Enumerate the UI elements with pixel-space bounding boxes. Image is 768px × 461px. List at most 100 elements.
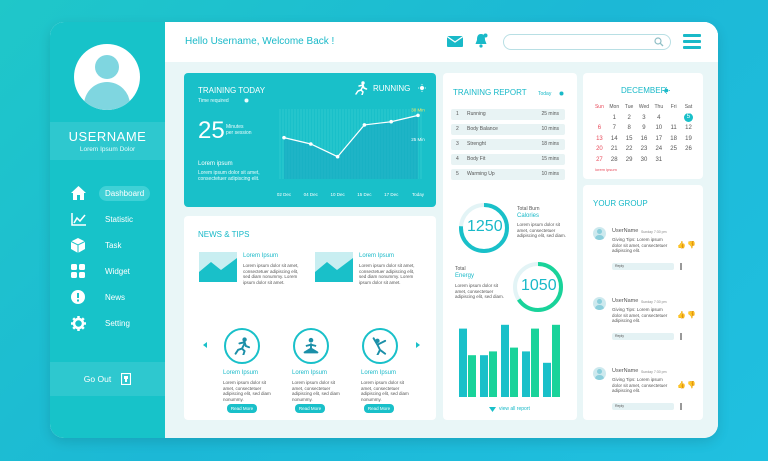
next-arrow-icon[interactable] [413,340,423,350]
like-icon[interactable]: 👍 [677,242,686,249]
news-article-title[interactable]: Lorem Ipsum [359,253,395,259]
report-bar[interactable] [510,347,518,397]
avatar[interactable] [593,367,606,380]
calendar-day[interactable]: 22 [625,146,633,152]
calendar-day[interactable]: 21 [610,146,618,152]
news-image[interactable] [315,252,353,282]
report-bar[interactable] [543,362,551,397]
previous-arrow-icon[interactable] [200,340,210,350]
mail-icon[interactable] [447,36,463,47]
report-period-select[interactable]: Today [538,91,552,97]
calendar-day[interactable]: 28 [610,156,618,163]
read-more-button[interactable]: Read More [227,404,257,413]
read-more-button[interactable]: Read More [364,404,394,413]
chart-point[interactable] [362,123,367,127]
avatar[interactable] [74,44,140,110]
calendar-day[interactable]: 11 [670,125,677,131]
calendar-day[interactable]: 26 [685,146,692,152]
calendar-day[interactable]: 3 [642,114,646,121]
sidebar-item-setting[interactable]: Setting [50,310,165,336]
report-row[interactable]: 4 Body Fit 15 mins [451,154,565,165]
view-all-icon[interactable] [489,406,496,413]
reply-button[interactable]: Reply [612,403,674,410]
report-bar[interactable] [468,355,476,397]
message-username[interactable]: UserName [612,368,639,374]
news-image[interactable] [199,252,237,282]
report-bar[interactable] [501,324,509,397]
hamburger-menu-icon[interactable] [683,34,701,50]
tip-icon-circle[interactable] [224,328,260,364]
calendar-day[interactable]: 18 [670,135,677,142]
tip-title: Lorem Ipsum [361,370,397,376]
chart-point[interactable] [389,119,393,124]
calendar-day[interactable]: 8 [627,125,631,131]
calendar-day[interactable]: 16 [640,135,648,142]
calendar-day[interactable]: 12 [685,125,692,131]
sidebar-item-dashboard[interactable]: Dashboard [50,180,165,206]
report-bar[interactable] [489,351,497,397]
reply-button[interactable]: Reply [612,263,674,270]
dislike-icon[interactable]: 👎 [687,242,696,249]
chart-point[interactable] [335,154,340,159]
view-all-report-link[interactable]: view all report [499,406,530,412]
chart-point[interactable] [416,113,420,118]
report-row[interactable]: 1 Running 25 mins [451,109,565,120]
report-bar[interactable] [552,324,560,397]
report-bar[interactable] [531,328,539,397]
calendar-day[interactable]: 31 [655,156,663,163]
calendar-day[interactable]: 1 [612,114,616,121]
activity-indicator[interactable]: RUNNING [354,81,427,95]
chart-point[interactable] [309,142,313,146]
search-icon[interactable] [654,37,664,47]
chevron-down-icon[interactable] [559,91,564,96]
calendar-day[interactable]: 14 [610,135,618,142]
calendar-month[interactable]: DECEMBER [621,86,667,95]
calendar-day[interactable]: 24 [655,146,663,152]
reply-button[interactable]: Reply [612,333,674,340]
calendar-weekday: Fri [670,104,677,110]
calendar-day[interactable]: 20 [596,146,603,152]
calendar-day[interactable]: 7 [612,125,616,131]
calendar-day[interactable]: 29 [625,156,633,163]
calendar-day[interactable]: 2 [627,114,631,121]
bell-icon[interactable] [474,33,488,48]
calendar-day[interactable]: 4 [657,114,661,121]
read-more-button[interactable]: Read More [295,404,325,413]
avatar[interactable] [593,297,606,310]
dislike-icon[interactable]: 👎 [687,382,696,389]
sidebar-item-statistic[interactable]: Statistic [50,206,165,232]
calendar-day[interactable]: 6 [597,125,602,131]
chart-point[interactable] [282,135,286,140]
search-input[interactable] [503,34,671,50]
sidebar-item-task[interactable]: Task [50,232,165,258]
dislike-icon[interactable]: 👎 [687,312,696,319]
calendar-day[interactable]: 17 [655,135,663,142]
calendar-day[interactable]: 5 [683,113,693,123]
message-username[interactable]: UserName [612,228,639,234]
tip-icon-circle[interactable] [362,328,398,364]
tip-icon-circle[interactable] [293,328,329,364]
sidebar-item-news[interactable]: News [50,284,165,310]
like-icon[interactable]: 👍 [677,312,686,319]
report-row[interactable]: 5 Warming Up 10 mins [451,169,565,180]
report-bar[interactable] [522,351,530,397]
calendar-day[interactable]: 15 [625,135,633,142]
avatar[interactable] [593,227,606,240]
calendar-day[interactable]: 27 [596,156,603,163]
news-article-title[interactable]: Lorem Ipsum [243,253,279,259]
report-bar[interactable] [459,328,467,397]
calendar-day[interactable]: 9 [642,125,646,131]
go-out-button[interactable]: Go Out [50,362,165,396]
report-row[interactable]: 3 Strenght 18 mins [451,139,565,150]
like-icon[interactable]: 👍 [677,382,686,389]
report-row[interactable]: 2 Body Balance 10 mins [451,124,565,135]
calendar-day[interactable]: 10 [655,125,663,131]
report-bar[interactable] [480,355,488,397]
message-username[interactable]: UserName [612,298,639,304]
calendar-day[interactable]: 13 [596,135,603,142]
sidebar-item-widget[interactable]: Widget [50,258,165,284]
calendar-day[interactable]: 30 [640,156,648,163]
calendar-day[interactable]: 25 [670,146,677,152]
calendar-day[interactable]: 23 [640,146,648,152]
calendar-day[interactable]: 19 [685,135,692,142]
